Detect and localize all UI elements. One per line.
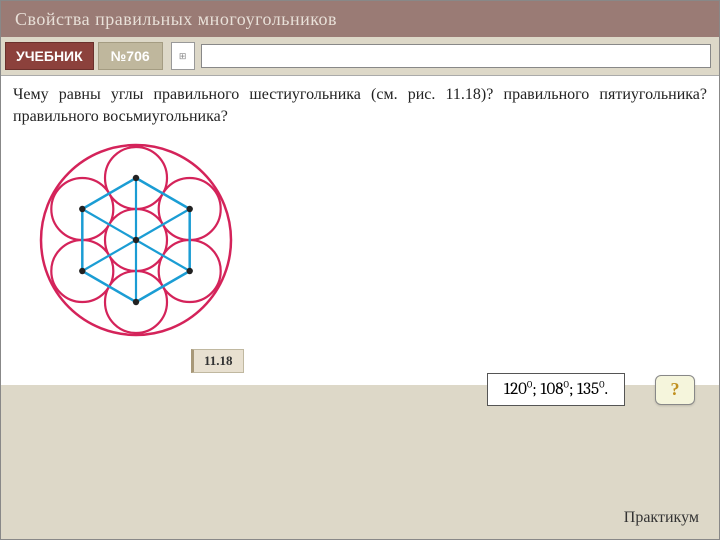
task-number-badge: №706 — [98, 42, 163, 70]
title-input-bar[interactable] — [201, 44, 711, 68]
hexagon-diagram — [21, 135, 251, 345]
content: Чему равны углы правильного шестиугольни… — [1, 75, 719, 385]
figure-label: 11.18 — [191, 349, 244, 373]
answer-row: 120O; 108O; 135O. ? — [487, 373, 695, 406]
toolbar: УЧЕБНИК №706 ⊞ — [1, 37, 719, 75]
page-title: Свойства правильных многоугольников — [15, 9, 337, 30]
footer-label: Практикум — [624, 509, 699, 527]
hint-button[interactable]: ? — [655, 375, 695, 405]
textbook-badge: УЧЕБНИК — [5, 42, 94, 70]
figure: 11.18 — [1, 135, 719, 377]
answer-box: 120O; 108O; 135O. — [487, 373, 625, 406]
object-icon: ⊞ — [171, 42, 195, 70]
title-bar: Свойства правильных многоугольников — [1, 1, 719, 37]
question-text: Чему равны углы правильного шестиугольни… — [1, 76, 719, 135]
question-mark-icon: ? — [671, 379, 680, 400]
